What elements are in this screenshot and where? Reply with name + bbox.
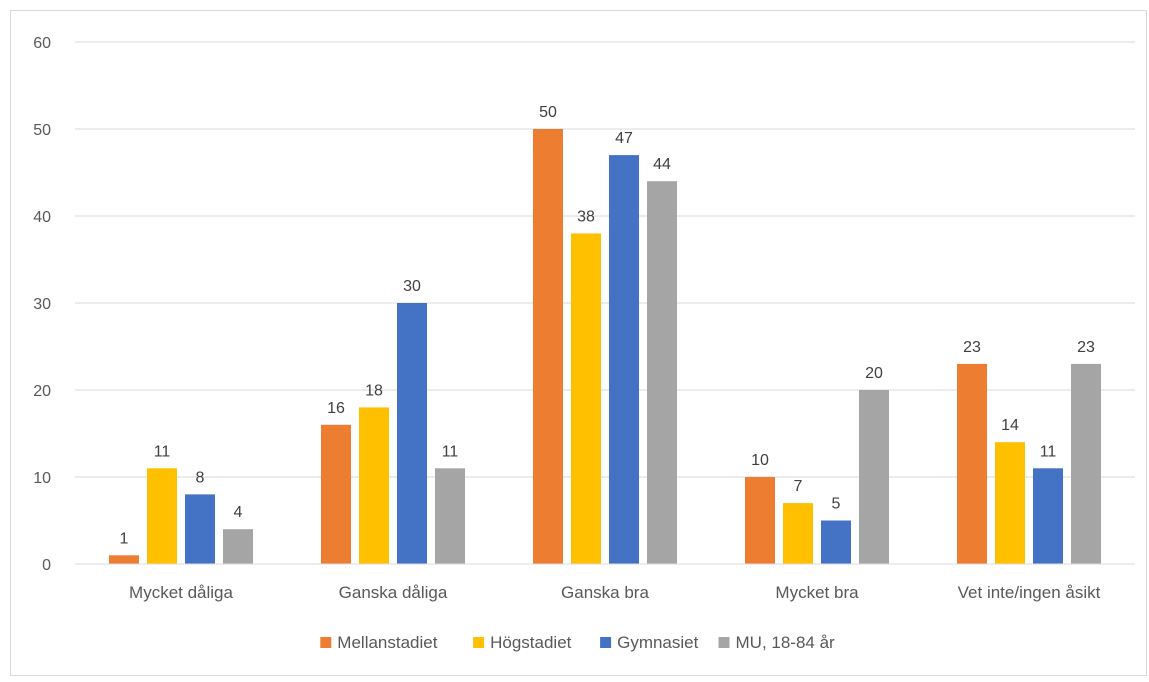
y-tick-label: 60 <box>33 35 51 52</box>
legend-item: Mellanstadiet <box>320 633 438 652</box>
y-tick-label: 50 <box>33 122 51 139</box>
bar <box>223 529 253 564</box>
bar <box>745 477 775 564</box>
data-label: 44 <box>653 156 671 173</box>
legend-item: Högstadiet <box>473 633 572 652</box>
legend-swatch <box>600 637 612 648</box>
legend-item: Gymnasiet <box>600 633 699 652</box>
bar <box>821 520 851 564</box>
y-tick-label: 20 <box>33 383 51 400</box>
bar <box>995 442 1025 564</box>
x-category-label: Ganska bra <box>561 583 649 602</box>
bar <box>1033 468 1063 564</box>
data-label: 4 <box>234 504 243 521</box>
y-tick-label: 10 <box>33 470 51 487</box>
bar <box>109 555 139 564</box>
bar <box>957 363 987 564</box>
data-label: 11 <box>442 443 459 460</box>
data-label: 30 <box>403 278 421 295</box>
legend-swatch <box>320 637 332 648</box>
data-label: 8 <box>196 469 205 486</box>
data-label: 11 <box>154 443 171 460</box>
bar <box>359 407 389 564</box>
legend: Mellanstadiet Högstadiet Gymnasiet MU, 18-8… <box>320 633 835 652</box>
data-label: 14 <box>1001 417 1019 434</box>
data-label: 18 <box>365 382 383 399</box>
legend-label: MU, 18-84 år <box>736 633 836 652</box>
bar <box>321 424 351 564</box>
y-tick-label: 30 <box>33 296 51 313</box>
bar <box>435 468 465 564</box>
data-label: 10 <box>751 452 769 469</box>
data-label: 16 <box>327 400 345 417</box>
data-label: 11 <box>1040 443 1057 460</box>
data-label: 38 <box>577 208 595 225</box>
bar <box>185 494 215 564</box>
y-axis-ticks: 0 10 20 30 40 50 60 <box>33 35 51 574</box>
x-category-label: Ganska dåliga <box>339 583 448 602</box>
y-tick-label: 0 <box>42 557 51 574</box>
data-label: 5 <box>832 496 841 513</box>
bar <box>647 181 677 564</box>
bar <box>533 129 563 564</box>
data-label: 47 <box>615 130 633 147</box>
data-label: 23 <box>1077 339 1095 356</box>
bars <box>109 129 1101 564</box>
x-category-label: Mycket dåliga <box>129 583 233 602</box>
bar <box>397 303 427 564</box>
data-label: 7 <box>794 478 803 495</box>
bar <box>571 233 601 564</box>
legend-label: Gymnasiet <box>617 633 699 652</box>
bar <box>609 155 639 564</box>
x-axis-categories: Mycket dåliga Ganska dåliga Ganska bra Myck… <box>129 583 1101 602</box>
data-label: 20 <box>865 365 883 382</box>
chart-frame: 0 10 20 30 40 50 60 1 11 8 4 16 18 30 11 50 38 47 44 10 7 5 2… <box>10 10 1147 676</box>
data-label: 50 <box>539 104 557 121</box>
bar <box>1071 363 1101 564</box>
x-category-label: Mycket bra <box>775 583 859 602</box>
y-tick-label: 40 <box>33 209 51 226</box>
bar <box>859 390 889 564</box>
legend-swatch <box>718 637 730 648</box>
bar <box>147 468 177 564</box>
legend-label: Mellanstadiet <box>337 633 437 652</box>
legend-swatch <box>473 637 485 648</box>
bar <box>783 503 813 564</box>
legend-item: MU, 18-84 år <box>718 633 836 652</box>
x-category-label: Vet inte/ingen åsikt <box>958 583 1101 602</box>
legend-label: Högstadiet <box>490 633 572 652</box>
data-label: 23 <box>963 339 981 356</box>
data-label: 1 <box>120 530 129 547</box>
